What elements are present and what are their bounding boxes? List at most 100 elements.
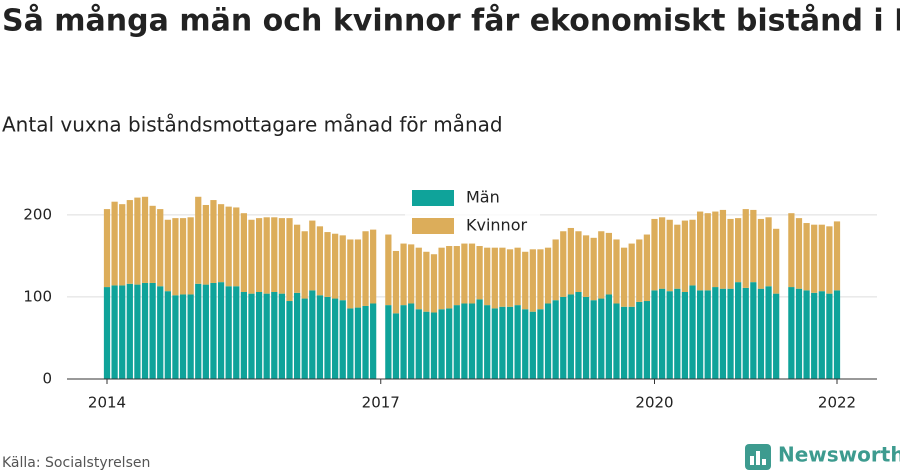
bar-segment xyxy=(628,306,635,379)
bar-segment xyxy=(392,313,400,379)
bar-segment xyxy=(453,246,460,306)
bar-segment xyxy=(704,290,711,379)
bar-segment xyxy=(697,290,704,379)
bar-segment xyxy=(666,219,673,292)
bar-segment xyxy=(233,207,240,287)
x-tick-label: 2022 xyxy=(818,394,856,412)
bar-segment xyxy=(400,305,407,379)
bar-segment xyxy=(552,300,559,379)
bar-segment xyxy=(811,292,818,379)
bar-segment xyxy=(248,219,255,294)
bar-segment xyxy=(347,239,354,309)
bar-segment xyxy=(172,295,179,379)
bar-segment xyxy=(332,298,339,379)
bar-segment xyxy=(522,309,529,379)
bar-segment xyxy=(126,200,133,284)
bar-segment xyxy=(544,247,552,304)
bar-segment xyxy=(408,244,415,304)
bar-segment xyxy=(446,246,453,309)
bar-segment xyxy=(674,288,681,379)
bar-segment xyxy=(438,247,445,310)
bar-segment xyxy=(400,243,407,306)
bar-segment xyxy=(149,282,156,379)
bar-segment xyxy=(316,295,324,379)
bar-segment xyxy=(529,249,536,312)
bar-segment xyxy=(210,200,217,283)
bar-segment xyxy=(301,231,308,299)
bar-segment xyxy=(164,219,171,292)
bar-segment xyxy=(643,234,651,302)
bar-segment xyxy=(560,296,567,379)
bar-segment xyxy=(712,287,719,379)
bar-segment xyxy=(286,218,293,302)
bar-segment xyxy=(430,312,438,379)
bar-segment xyxy=(788,213,795,288)
bar-segment xyxy=(157,286,164,379)
bar-segment xyxy=(263,217,270,294)
bar-segment xyxy=(750,209,757,283)
y-tick-label: 0 xyxy=(42,370,52,388)
bar-segment xyxy=(674,224,681,289)
bar-segment xyxy=(468,243,476,304)
bar-segment xyxy=(636,239,643,302)
bar-segment xyxy=(658,217,666,289)
bar-segment xyxy=(111,201,118,286)
bar-segment xyxy=(339,300,346,379)
bar-segment xyxy=(271,217,278,292)
bar-segment xyxy=(103,287,111,379)
bar-segment xyxy=(484,247,491,306)
bar-segment xyxy=(461,303,468,379)
bar-segment xyxy=(575,231,582,292)
bar-segment xyxy=(818,224,825,292)
bar-segment xyxy=(134,284,141,379)
bar-segment xyxy=(476,299,483,379)
bar-segment xyxy=(598,231,605,299)
bar-segment xyxy=(248,293,255,379)
bar-segment xyxy=(423,311,430,379)
bar-segment xyxy=(309,290,316,379)
bar-segment xyxy=(499,306,506,379)
bar-segment xyxy=(811,224,818,293)
legend-label: Män xyxy=(466,188,500,207)
bar-segment xyxy=(271,291,278,379)
bar-segment xyxy=(415,309,422,379)
bar-segment xyxy=(651,218,658,291)
bar-segment xyxy=(499,247,506,307)
logo-text: Newsworthy xyxy=(778,443,900,467)
bar-segment xyxy=(620,247,628,307)
bar-segment xyxy=(354,307,362,379)
bar-segment xyxy=(141,196,149,283)
bar-segment xyxy=(757,218,765,289)
bar-segment xyxy=(719,288,727,379)
bar-segment xyxy=(484,305,491,379)
bar-segment xyxy=(742,209,749,288)
y-tick-label: 200 xyxy=(23,205,52,223)
bar-segment xyxy=(552,239,559,301)
x-tick-label: 2020 xyxy=(635,394,673,412)
bar-segment xyxy=(795,288,803,379)
bar-segment xyxy=(134,197,141,285)
bar-segment xyxy=(826,226,833,294)
x-tick-label: 2017 xyxy=(362,394,400,412)
bar-segment xyxy=(103,209,111,288)
bar-segment xyxy=(491,308,498,379)
bar-segment xyxy=(293,224,301,293)
bar-segment xyxy=(613,239,620,304)
bar-segment xyxy=(263,293,270,379)
bar-segment xyxy=(347,308,354,379)
bar-segment xyxy=(362,231,369,306)
bar-segment xyxy=(773,293,780,379)
bar-segment xyxy=(415,247,422,310)
bar-segment xyxy=(590,237,597,301)
bar-segment xyxy=(316,226,324,296)
bar-segment xyxy=(149,205,156,283)
bar-segment xyxy=(537,249,544,310)
bar-segment xyxy=(354,239,362,308)
bar-segment xyxy=(301,298,308,379)
bar-segment xyxy=(742,287,749,379)
bar-segment xyxy=(225,206,232,287)
bar-segment xyxy=(324,232,331,297)
bar-segment xyxy=(712,211,719,288)
bar-segment xyxy=(506,249,514,307)
